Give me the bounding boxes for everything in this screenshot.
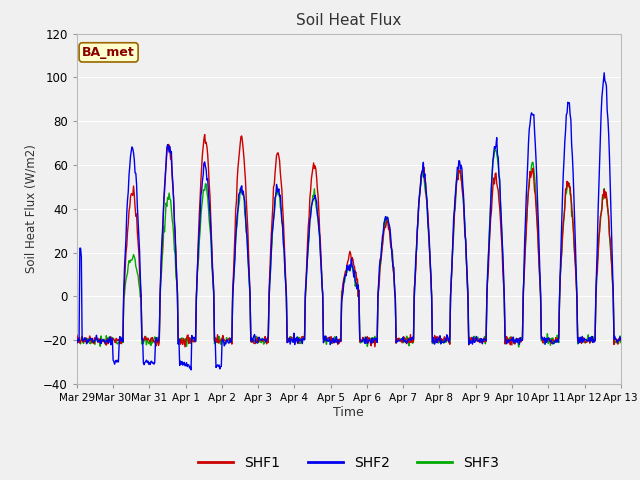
- Line: SHF1: SHF1: [77, 134, 621, 347]
- SHF3: [194, 263, 202, 269]
- SHF2: [139, 336, 147, 341]
- X-axis label: Time: Time: [333, 406, 364, 419]
- SHF3: [73, 339, 81, 345]
- SHF1: [201, 132, 209, 137]
- SHF3: [492, 146, 499, 152]
- Line: SHF2: SHF2: [77, 73, 621, 370]
- SHF3: [431, 340, 438, 346]
- SHF2: [83, 341, 90, 347]
- SHF1: [139, 336, 147, 342]
- SHF1: [417, 186, 424, 192]
- SHF3: [617, 340, 625, 346]
- SHF2: [223, 337, 231, 343]
- SHF3: [83, 338, 90, 344]
- Text: BA_met: BA_met: [82, 46, 135, 59]
- Line: SHF3: SHF3: [77, 149, 621, 347]
- SHF3: [223, 335, 230, 340]
- SHF3: [415, 202, 422, 208]
- Legend: SHF1, SHF2, SHF3: SHF1, SHF2, SHF3: [193, 450, 505, 475]
- SHF2: [73, 337, 81, 343]
- Title: Soil Heat Flux: Soil Heat Flux: [296, 13, 401, 28]
- SHF2: [431, 338, 439, 344]
- Y-axis label: Soil Heat Flux (W/m2): Soil Heat Flux (W/m2): [24, 144, 38, 273]
- SHF2: [188, 367, 195, 373]
- SHF1: [83, 340, 90, 346]
- SHF1: [195, 229, 202, 235]
- SHF1: [181, 344, 189, 350]
- SHF1: [224, 337, 232, 343]
- SHF2: [416, 192, 424, 198]
- SHF3: [515, 344, 522, 350]
- SHF1: [617, 337, 625, 343]
- SHF2: [195, 237, 202, 243]
- SHF3: [139, 337, 147, 343]
- SHF2: [617, 336, 625, 342]
- SHF1: [73, 332, 81, 338]
- SHF1: [433, 334, 440, 339]
- SHF2: [600, 70, 608, 76]
